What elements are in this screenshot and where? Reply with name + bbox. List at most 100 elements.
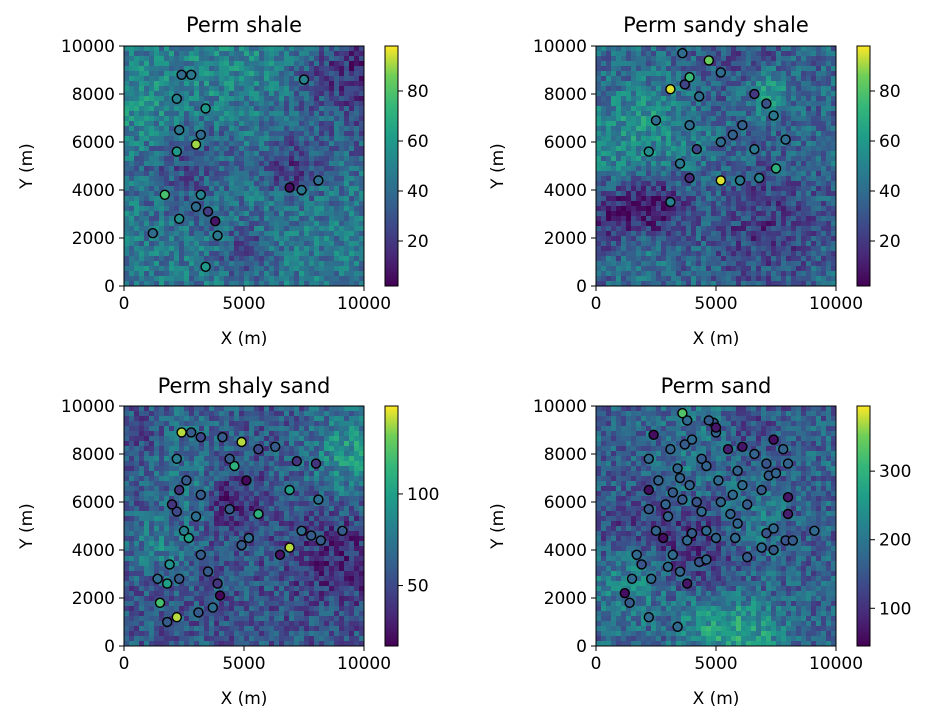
x-tick-label: 5000 <box>694 654 737 674</box>
well-marker <box>171 612 183 623</box>
well-marker <box>643 504 654 515</box>
panel-perm-shale: Perm shale 0 5000 10000 0 2000 4000 6000 8000 1… <box>17 13 429 349</box>
well-marker <box>337 525 348 536</box>
well-marker <box>190 201 202 213</box>
well-marker <box>176 69 187 81</box>
well-marker <box>677 408 688 419</box>
well-marker <box>306 530 317 541</box>
well-marker <box>176 427 187 438</box>
y-tick-label: 8000 <box>72 85 115 105</box>
well-marker <box>672 621 683 632</box>
well-marker <box>313 175 324 186</box>
well-marker <box>696 506 707 517</box>
well-marker <box>768 523 779 534</box>
well-marker <box>722 444 734 455</box>
y-tick-label: 6000 <box>72 493 115 513</box>
well-marker <box>665 83 676 95</box>
well-marker <box>782 508 794 520</box>
colorbar: 50 100 <box>384 405 439 647</box>
well-marker <box>684 71 695 83</box>
well-marker <box>212 230 223 241</box>
well-marker <box>202 206 214 217</box>
colorbar-tick-label: 80 <box>407 82 429 102</box>
x-tick-label: 5000 <box>694 294 737 314</box>
x-tick-label: 5000 <box>222 654 265 674</box>
well-marker <box>224 504 235 515</box>
well-marker <box>768 110 779 121</box>
well-marker <box>650 525 662 536</box>
well-markers <box>619 408 820 632</box>
well-marker <box>737 441 748 452</box>
well-marker <box>756 542 767 553</box>
well-marker <box>749 143 760 155</box>
y-tick-label: 6000 <box>72 133 115 153</box>
well-marker <box>195 129 207 141</box>
well-marker <box>631 549 642 560</box>
well-marker <box>154 597 166 608</box>
well-marker <box>193 607 204 618</box>
well-marker <box>686 434 698 445</box>
well-marker <box>212 578 223 589</box>
well-marker <box>782 492 794 503</box>
well-marker <box>658 532 669 544</box>
well-marker <box>768 544 779 556</box>
colorbar-tick-label: 40 <box>879 182 901 202</box>
well-marker <box>701 525 712 536</box>
well-marker <box>809 525 820 536</box>
x-axis-label: X (m) <box>221 329 268 349</box>
well-marker <box>674 566 686 577</box>
well-marker <box>173 573 185 584</box>
colorbar-gradient <box>856 405 871 647</box>
well-marker <box>648 429 659 440</box>
well-marker <box>236 436 247 448</box>
well-marker <box>195 489 207 500</box>
colorbar-gradient <box>384 45 399 287</box>
well-marker <box>732 518 743 529</box>
panel-title: Perm sand <box>661 374 772 398</box>
y-axis: 0 2000 4000 6000 8000 10000 <box>61 37 124 297</box>
well-markers <box>152 427 348 628</box>
well-marker <box>768 434 779 445</box>
well-marker <box>710 422 722 433</box>
well-marker <box>171 506 183 517</box>
colorbar: 20 40 60 80 <box>384 45 429 287</box>
panel-perm-sandy-shale: Perm sandy shale 0 5000 10000 020004000600… <box>488 13 901 349</box>
well-marker <box>713 475 724 486</box>
well-marker <box>185 427 197 438</box>
well-marker <box>159 189 171 201</box>
x-tick-label: 0 <box>591 294 602 314</box>
well-marker <box>643 453 654 464</box>
well-marker <box>243 532 255 544</box>
well-marker <box>730 532 741 544</box>
well-marker <box>190 511 202 522</box>
well-marker <box>761 98 772 109</box>
well-marker <box>682 535 693 546</box>
colorbar-tick-label: 100 <box>879 599 911 619</box>
well-marker <box>761 458 772 469</box>
well-marker <box>200 103 211 114</box>
well-marker <box>643 612 654 623</box>
x-tick-label: 10000 <box>809 654 863 674</box>
well-marker <box>684 172 695 184</box>
y-tick-label: 8000 <box>544 445 587 465</box>
x-tick-label: 10000 <box>337 654 391 674</box>
well-marker <box>310 458 322 469</box>
x-tick-label: 10000 <box>809 294 863 314</box>
panel-perm-sand: Perm sand 0 5000 10000 0 2000 4000 6000 8000 10… <box>488 374 911 709</box>
heatmap-canvas <box>124 46 365 287</box>
well-marker <box>195 549 207 560</box>
well-marker <box>715 175 726 186</box>
well-marker <box>742 499 753 510</box>
well-marker <box>298 74 310 85</box>
well-marker <box>152 573 163 584</box>
well-marker <box>732 465 743 476</box>
well-marker <box>703 415 714 426</box>
well-marker <box>756 484 767 496</box>
well-marker <box>715 496 726 508</box>
well-marker <box>619 588 630 599</box>
well-marker <box>284 182 295 193</box>
well-marker <box>787 535 798 546</box>
well-marker <box>691 143 702 155</box>
well-marker <box>195 432 207 443</box>
